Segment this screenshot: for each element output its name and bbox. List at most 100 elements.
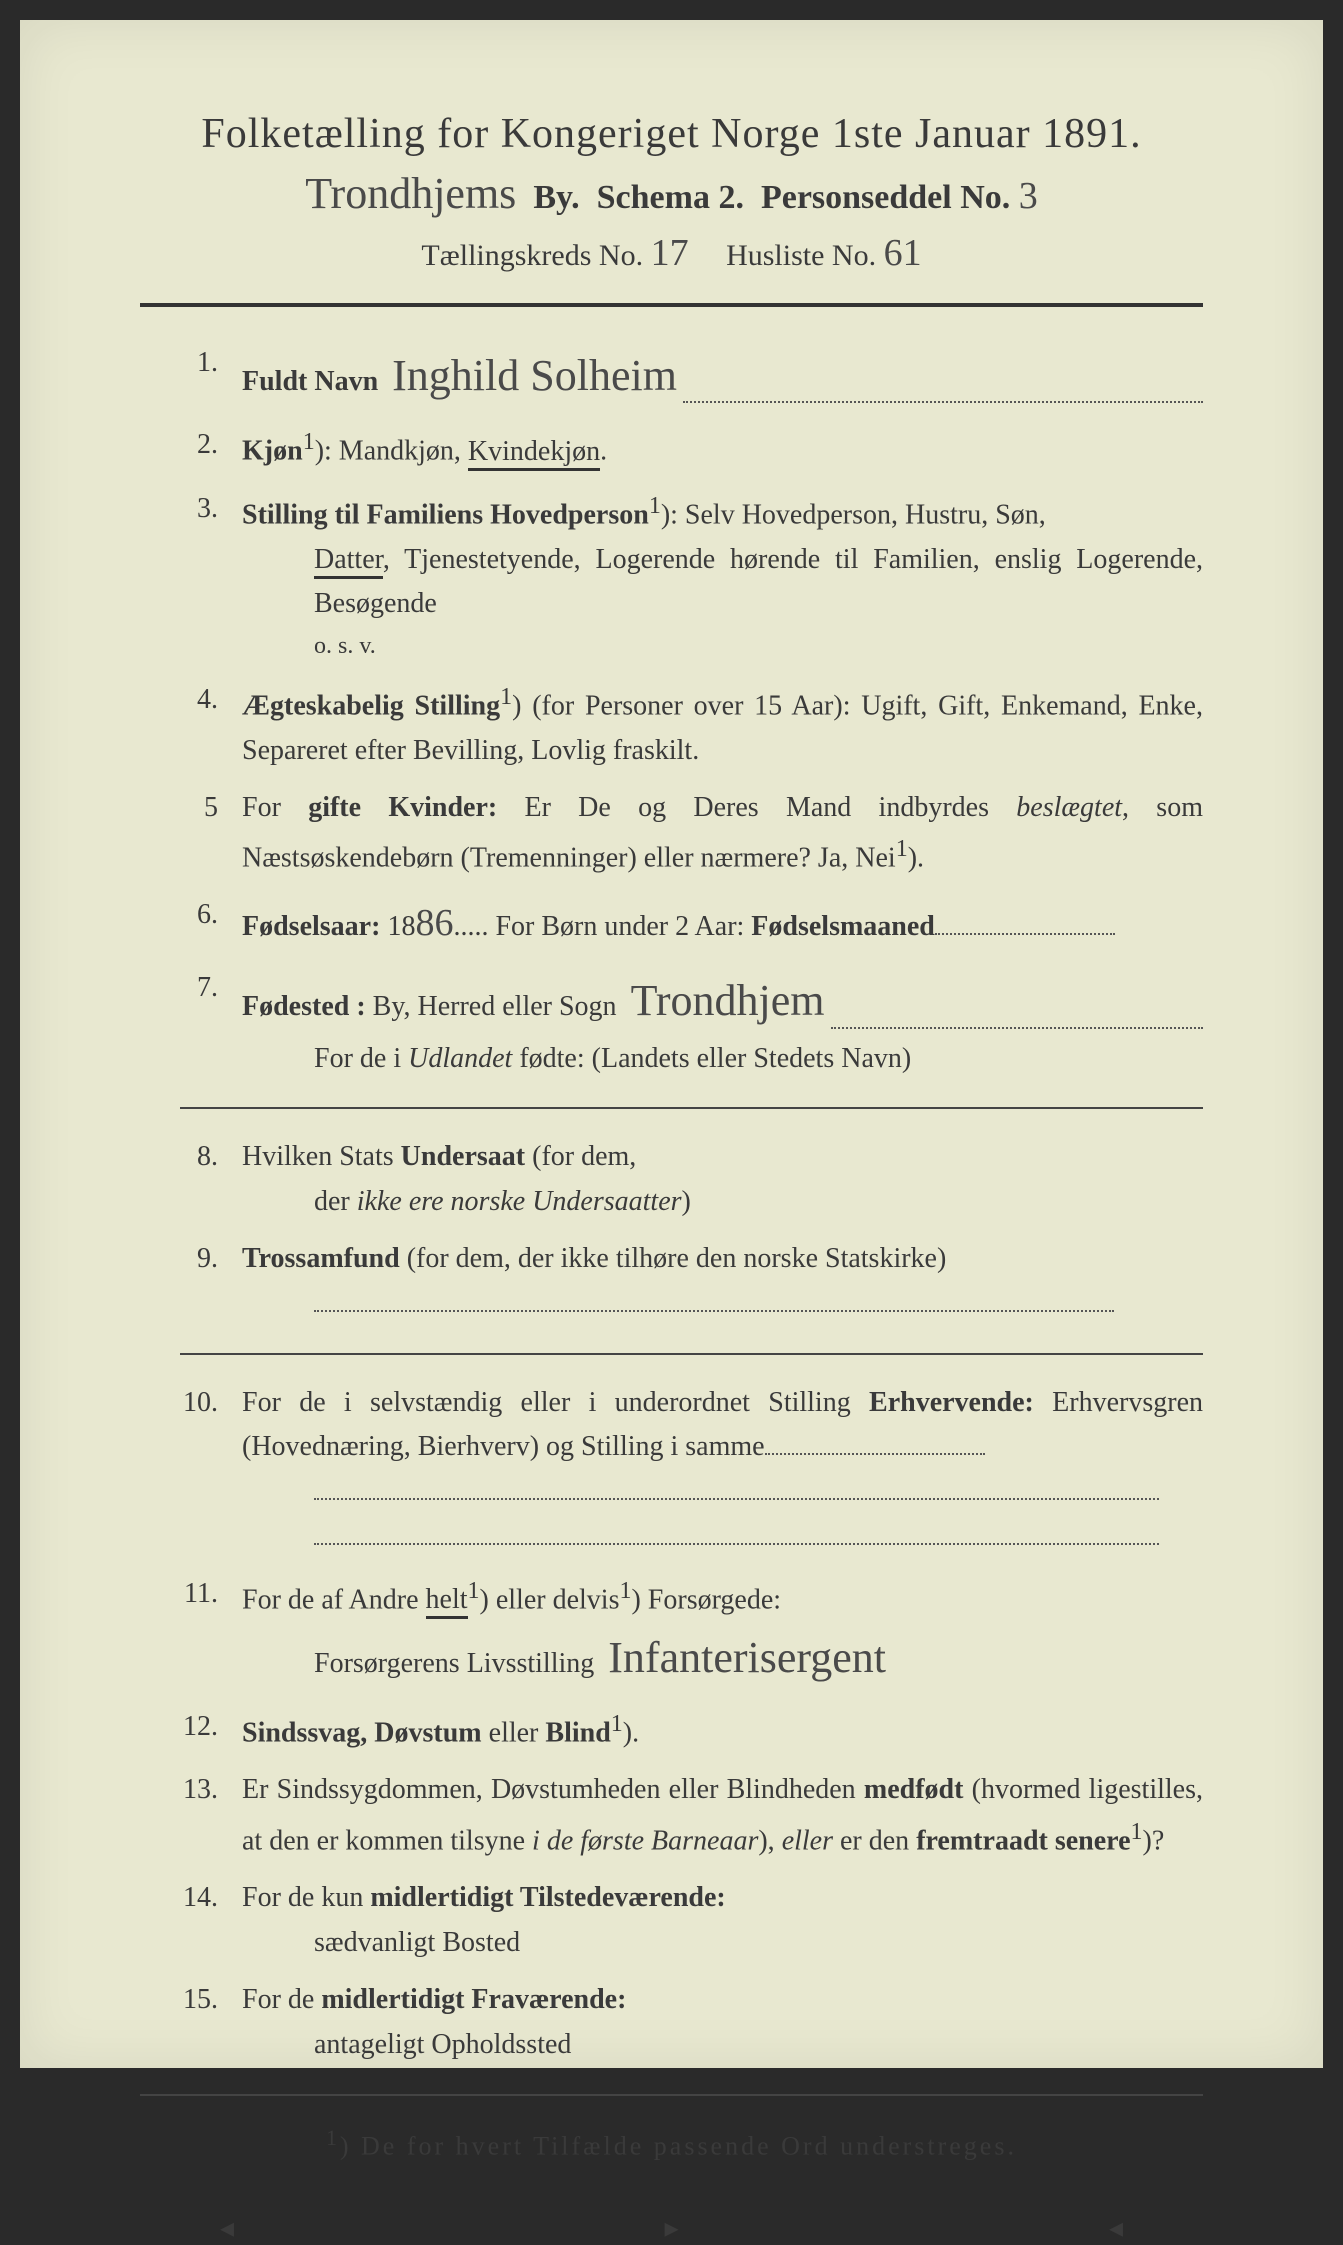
footnote-sup: 1 — [326, 2126, 340, 2150]
q11-mid2: ) Forsørgede: — [631, 1584, 781, 1615]
q13-text3: er den — [833, 1826, 916, 1857]
kreds-no: 17 — [651, 231, 689, 275]
q13-body: Er Sindssygdommen, Døvstumheden eller Bl… — [242, 1768, 1203, 1864]
q3-body: Stilling til Familiens Hovedperson1): Se… — [242, 487, 1203, 666]
q8-cont: der ikke ere norske Undersaatter) — [242, 1180, 1203, 1225]
q13-text2: ), — [758, 1826, 781, 1857]
q13-bold: medfødt — [864, 1774, 964, 1805]
q12-bold: Sindssvag, Døvstum — [242, 1718, 482, 1749]
q14-row: 14. For de kun midlertidigt Tilstedevære… — [180, 1876, 1203, 1966]
q13-row: 13. Er Sindssygdommen, Døvstumheden elle… — [180, 1768, 1203, 1864]
husliste-no: 61 — [884, 231, 922, 275]
q7-body: Fødested : By, Herred eller Sogn Trondhj… — [242, 966, 1203, 1081]
q11-row: 11. For de af Andre helt1) eller delvis1… — [180, 1572, 1203, 1694]
q13-sup: 1 — [1131, 1819, 1143, 1845]
q8-cont-a: der — [314, 1186, 357, 1217]
q4-label: Ægteskabelig Stilling — [242, 690, 500, 721]
q7-cont-b: fødte: (Landets eller Stedets Navn) — [512, 1043, 911, 1074]
q14-num: 14. — [180, 1876, 242, 1966]
q6-row: 6. Fødselsaar: 1886..... For Børn under … — [180, 893, 1203, 954]
mark-c: ◂ — [1109, 2211, 1123, 2245]
q2-row: 2. Kjøn1): Mandkjøn, Kvindekjøn. — [180, 423, 1203, 474]
q10-row: 10. For de i selvstændig eller i underor… — [180, 1381, 1203, 1560]
q5-row: 5 For gifte Kvinder: Er De og Deres Mand… — [180, 786, 1203, 882]
q9-body: Trossamfund (for dem, der ikke tilhøre d… — [242, 1237, 1203, 1327]
q3-osv: o. s. v. — [242, 627, 1203, 665]
q5-body: For gifte Kvinder: Er De og Deres Mand i… — [242, 786, 1203, 882]
personseddel-label: Personseddel No. — [761, 179, 1010, 216]
q11-mid: ) eller delvis — [480, 1584, 620, 1615]
q7-num: 7. — [180, 966, 242, 1081]
q15-lead: For de — [242, 1984, 321, 2015]
q4-body: Ægteskabelig Stilling1) (for Personer ov… — [242, 678, 1203, 774]
q14-lead: For de kun — [242, 1882, 370, 1913]
mark-b: ▸ — [664, 2211, 678, 2245]
q8-em: ikke ere norske Undersaatter — [357, 1186, 682, 1217]
q9-row: 9. Trossamfund (for dem, der ikke tilhør… — [180, 1237, 1203, 1327]
by-label: By. — [533, 179, 579, 216]
q4-row: 4. Ægteskabelig Stilling1) (for Personer… — [180, 678, 1203, 774]
q6-label: Fødselsaar: — [242, 911, 380, 942]
q7-cont-a: For de i — [314, 1043, 408, 1074]
q8-body: Hvilken Stats Undersaat (for dem, der ik… — [242, 1135, 1203, 1225]
q10-num: 10. — [180, 1381, 242, 1560]
q14-body: For de kun midlertidigt Tilstedeværende:… — [242, 1876, 1203, 1966]
q2-text-a: ): Mandkjøn, — [315, 436, 468, 467]
q8-num: 8. — [180, 1135, 242, 1225]
q13-em: i de første Barneaar — [532, 1826, 758, 1857]
q15-row: 15. For de midlertidigt Fraværende: anta… — [180, 1978, 1203, 2068]
q3-cont-b: , Tjenestetyende, Logerende hørende til … — [314, 544, 1203, 620]
form-entries: 1. Fuldt Navn Inghild Solheim 2. Kjøn1):… — [140, 341, 1203, 2068]
bottom-marks: ◂ ▸ ◂ — [140, 2211, 1203, 2245]
q13-text4: )? — [1143, 1826, 1165, 1857]
q11-sup2: 1 — [619, 1578, 631, 1604]
q2-label: Kjøn — [242, 436, 303, 467]
header-line-2: Trondhjems By. Schema 2. Personseddel No… — [140, 168, 1203, 219]
q3-label: Stilling til Familiens Hovedperson — [242, 499, 649, 530]
q11-cont-label: Forsørgerens Livsstilling — [314, 1648, 594, 1679]
footnote-text: ) De for hvert Tilfælde passende Ord und… — [340, 2131, 1017, 2160]
q8-text: (for dem, — [525, 1141, 636, 1172]
page-title: Folketælling for Kongeriget Norge 1ste J… — [140, 110, 1203, 158]
q11-sup1: 1 — [468, 1578, 480, 1604]
kreds-label: Tællingskreds No. — [421, 239, 643, 272]
q11-cont: Forsørgerens Livsstilling Infanteriserge… — [242, 1623, 1203, 1693]
q14-cont: sædvanligt Bosted — [242, 1921, 1203, 1966]
footnote: 1) De for hvert Tilfælde passende Ord un… — [140, 2126, 1203, 2162]
q11-lead: For de af Andre — [242, 1584, 426, 1615]
q2-sup: 1 — [303, 429, 315, 455]
q6-label2: Fødselsmaaned — [751, 911, 935, 942]
husliste-label: Husliste No. — [726, 239, 876, 272]
divider-top — [140, 303, 1203, 307]
q1-num: 1. — [180, 341, 242, 411]
q2-body: Kjøn1): Mandkjøn, Kvindekjøn. — [242, 423, 1203, 474]
q5-text3: ). — [908, 843, 924, 874]
q11-body: For de af Andre helt1) eller delvis1) Fo… — [242, 1572, 1203, 1694]
q3-row: 3. Stilling til Familiens Hovedperson1):… — [180, 487, 1203, 666]
q1-value: Inghild Solheim — [392, 341, 677, 411]
q7-cont: For de i Udlandet fødte: (Landets eller … — [242, 1037, 1203, 1082]
q3-cont: Datter, Tjenestetyende, Logerende hørend… — [242, 538, 1203, 628]
q9-label: Trossamfund — [242, 1243, 400, 1274]
q8-row: 8. Hvilken Stats Undersaat (for dem, der… — [180, 1135, 1203, 1225]
q5-sup: 1 — [896, 836, 908, 862]
q12-bold2: Blind — [545, 1718, 610, 1749]
q14-bold: midlertidigt Tilstedeværende: — [370, 1882, 725, 1913]
q3-num: 3. — [180, 487, 242, 666]
q11-value: Infanterisergent — [608, 1623, 886, 1693]
q5-text: Er De og Deres Mand indbyrdes — [497, 792, 1016, 823]
q1-label: Fuldt Navn — [242, 366, 378, 397]
q5-num: 5 — [180, 786, 242, 882]
q13-lead: Er Sindssygdommen, Døvstumheden eller Bl… — [242, 1774, 864, 1805]
q15-cont: antageligt Opholdssted — [242, 2023, 1203, 2068]
schema-label: Schema 2. — [597, 179, 744, 216]
q7-text-a: By, Herred eller Sogn — [366, 991, 617, 1022]
personseddel-no: 3 — [1019, 174, 1038, 218]
divider-1 — [180, 1107, 1203, 1109]
q7-label: Fødested : — [242, 991, 366, 1022]
q7-em: Udlandet — [408, 1043, 512, 1074]
q14-cont-label: sædvanligt Bosted — [314, 1927, 520, 1958]
q1-body: Fuldt Navn Inghild Solheim — [242, 341, 1203, 411]
q10-bold: Erhvervende: — [869, 1387, 1034, 1418]
q2-num: 2. — [180, 423, 242, 474]
